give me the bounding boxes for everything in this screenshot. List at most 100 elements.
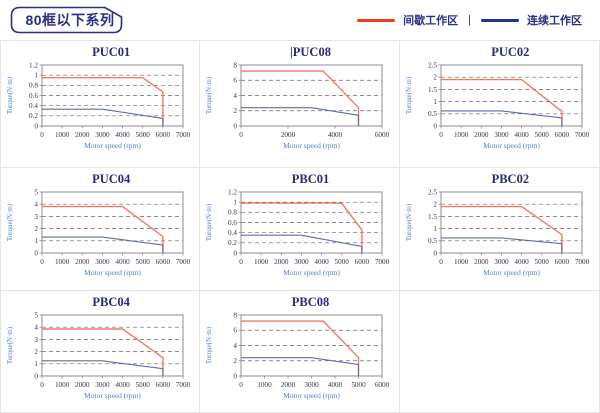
series-line-continuous — [42, 236, 164, 253]
y-tick-label: 3 — [35, 213, 39, 221]
series-line-intermittent — [241, 320, 360, 376]
chart-cell-puc04: PUC04 0 1 2 3 4 5 0 1000 2000 3000 4000 5000 6000 7000… — [1, 168, 201, 291]
y-tick-label: 2 — [434, 201, 438, 209]
y-tick-label: 8 — [234, 61, 238, 69]
series-line-intermittent — [441, 78, 563, 126]
y-axis-label: Torque(N·m) — [205, 326, 213, 364]
x-tick-label: 5000 — [136, 131, 151, 139]
x-tick-label: 2000 — [474, 131, 489, 139]
x-tick-label: 6000 — [355, 258, 370, 266]
x-tick-label: 2000 — [474, 258, 489, 266]
y-tick-label: 0.6 — [229, 219, 238, 227]
x-tick-label: 4000 — [315, 258, 330, 266]
y-tick-label: 0 — [434, 122, 438, 130]
legend-label-intermittent: 间歇工作区 — [403, 15, 459, 27]
x-tick-label: 7000 — [176, 131, 191, 139]
chart-plot: 0 1 2 3 4 5 0 1000 2000 3000 4000 5000 6000 7000 Motor… — [6, 188, 191, 277]
x-tick-label: 1000 — [454, 258, 469, 266]
badge-outline — [10, 6, 123, 34]
x-tick-label: 5000 — [335, 258, 350, 266]
x-tick-label: 0 — [440, 131, 444, 139]
plot-border — [41, 314, 184, 377]
y-tick-label: 4 — [35, 324, 39, 332]
series-line-continuous — [241, 357, 360, 376]
series-line-continuous — [441, 110, 563, 126]
x-tick-label: 7000 — [375, 258, 390, 266]
x-axis-label: Motor speed (rpm) — [84, 268, 141, 277]
y-tick-label: 0.8 — [229, 209, 238, 217]
y-tick-label: 1.2 — [29, 61, 38, 69]
chart-title: PUC04 — [1, 168, 199, 187]
y-tick-label: 2.5 — [428, 188, 437, 196]
x-tick-label: 7000 — [176, 381, 191, 389]
x-tick-label: 0 — [440, 258, 444, 266]
y-tick-label: 1 — [234, 199, 238, 207]
y-tick-label: 0.4 — [229, 229, 238, 237]
legend: 间歇工作区 | 连续工作区 — [357, 12, 590, 28]
x-tick-label: 2000 — [281, 381, 296, 389]
x-tick-label: 0 — [240, 258, 244, 266]
series-line-intermittent — [241, 70, 360, 126]
x-tick-label: 3000 — [95, 131, 110, 139]
series-line-continuous — [42, 108, 164, 126]
chart-title: PUC02 — [400, 41, 599, 60]
x-tick-label: 1000 — [55, 381, 70, 389]
x-tick-label: 1000 — [258, 381, 273, 389]
x-tick-label: 1000 — [254, 258, 269, 266]
y-axis-label: Torque(N·m) — [6, 203, 14, 241]
series-line-intermittent — [441, 205, 563, 253]
y-tick-label: 6 — [234, 327, 238, 335]
x-tick-label: 3000 — [495, 258, 510, 266]
y-tick-label: 0.2 — [229, 239, 238, 247]
x-axis-label: Motor speed (rpm) — [284, 141, 341, 150]
y-tick-label: 0.2 — [29, 112, 38, 120]
x-tick-label: 4000 — [328, 381, 343, 389]
legend-separator: | — [468, 14, 471, 26]
chart-cell-puc02: PUC02 0 0.5 1 1.5 2 2.5 0 1000 2000 3000 4000 5000 60… — [399, 41, 599, 168]
chart-title: PUC01 — [1, 41, 199, 60]
y-tick-label: 0 — [234, 249, 238, 257]
page-title: 80框以下系列 — [25, 12, 115, 28]
chart-title: PBC02 — [400, 168, 599, 187]
plot-border — [440, 64, 583, 127]
x-tick-label: 5000 — [136, 258, 151, 266]
x-tick-label: 6000 — [156, 258, 171, 266]
chart-title-text: PBC01 — [291, 172, 330, 186]
y-tick-label: 0 — [434, 249, 438, 257]
x-tick-label: 4000 — [515, 131, 530, 139]
y-tick-label: 4 — [234, 342, 238, 350]
x-tick-label: 2000 — [281, 131, 296, 139]
y-axis-label: Torque(N·m) — [405, 203, 413, 241]
y-tick-label: 0.5 — [428, 237, 437, 245]
chart-title-text: PBC02 — [491, 172, 530, 186]
x-tick-label: 4000 — [116, 131, 131, 139]
x-tick-label: 5000 — [136, 381, 151, 389]
x-tick-label: 0 — [240, 131, 244, 139]
x-tick-label: 2000 — [75, 131, 90, 139]
y-tick-label: 0 — [35, 122, 39, 130]
y-tick-label: 2 — [35, 225, 39, 233]
y-tick-label: 0 — [35, 249, 39, 257]
chart-plot: 0 0.2 0.4 0.6 0.8 1 1.2 0 1000 2000 3000 4000 5000 60… — [205, 188, 390, 277]
x-tick-label: 4000 — [116, 381, 131, 389]
chart-cell-pbc02: PBC02 0 0.5 1 1.5 2 2.5 0 1000 2000 3000 4000 5000 60… — [399, 168, 599, 291]
chart-title: PBC08 — [200, 291, 398, 310]
chart-title-text: PUC08 — [292, 45, 331, 59]
chart-cell-puc01: PUC01 0 0.2 0.4 0.6 0.8 1 1.2 0 1000 2000 3000 4000 5… — [1, 41, 201, 168]
series-line-intermittent — [42, 205, 164, 253]
x-tick-label: 1000 — [454, 131, 469, 139]
charts-grid: PUC01 0 0.2 0.4 0.6 0.8 1 1.2 0 1000 2000 3000 4000 5… — [0, 40, 600, 413]
chart-title-text: PBC08 — [291, 295, 330, 309]
y-tick-label: 3 — [35, 336, 39, 344]
y-tick-label: 5 — [35, 188, 39, 196]
x-tick-label: 3000 — [95, 258, 110, 266]
x-tick-label: 6000 — [555, 258, 570, 266]
x-tick-label: 3000 — [495, 131, 510, 139]
chart-cell-pbc04: PBC04 0 1 2 3 4 5 0 1000 2000 3000 4000 5000 6000 7000… — [1, 291, 201, 412]
y-tick-label: 0.6 — [29, 92, 38, 100]
x-axis-label: Motor speed (rpm) — [284, 268, 341, 277]
x-tick-label: 0 — [240, 381, 244, 389]
chart-cell-pbc01: PBC01 0 0.2 0.4 0.6 0.8 1 1.2 0 1000 2000 3000 4000 5… — [200, 168, 400, 291]
y-tick-label: 1 — [434, 225, 438, 233]
x-axis-label: Motor speed (rpm) — [483, 141, 540, 150]
